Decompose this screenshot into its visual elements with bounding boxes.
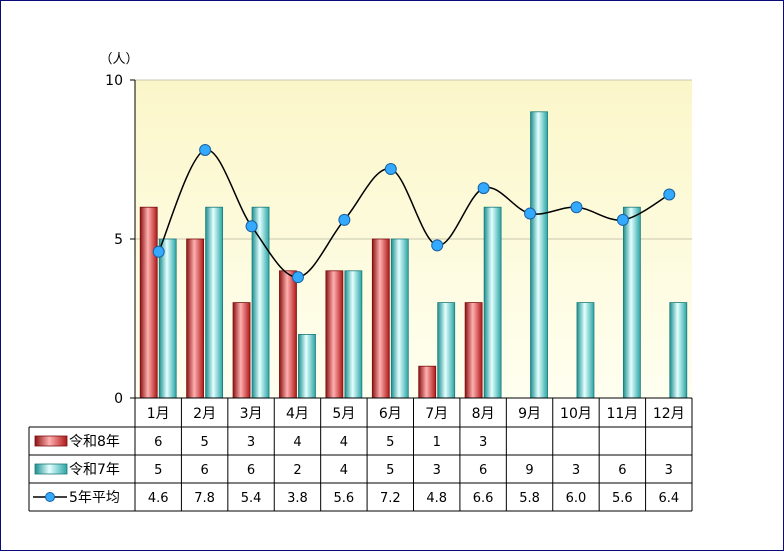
bar-令和8年-1月 <box>139 206 158 399</box>
table-value-5年平均-1月: 4.6 <box>148 491 169 506</box>
table-value-5年平均-4月: 3.8 <box>287 491 308 506</box>
legend-key-marker-5年平均 <box>45 492 55 502</box>
table-value-令和7年-1月: 5 <box>154 463 162 478</box>
table-value-5年平均-3月: 5.4 <box>241 491 262 506</box>
table-value-5年平均-7月: 4.8 <box>426 491 447 506</box>
point-5年平均-1月 <box>152 245 165 258</box>
table-value-令和7年-2月: 6 <box>200 463 208 478</box>
table-value-5年平均-10月: 6.0 <box>566 491 587 506</box>
bar-令和7年-2月 <box>205 206 224 399</box>
table-value-令和7年-10月: 3 <box>572 463 580 478</box>
table-value-令和8年-5月: 4 <box>340 435 348 450</box>
bar-令和7年-9月 <box>530 111 548 399</box>
table-value-5年平均-5月: 5.6 <box>334 491 355 506</box>
table-value-5年平均-6月: 7.2 <box>380 491 401 506</box>
bar-令和8年-3月 <box>232 302 251 399</box>
bar-令和8年-6月 <box>371 238 390 399</box>
table-value-5年平均-9月: 5.8 <box>519 491 540 506</box>
table-value-令和8年-6月: 5 <box>386 435 394 450</box>
point-5年平均-7月 <box>431 239 444 252</box>
bar-令和7年-8月 <box>483 206 502 399</box>
legend-label-令和8年: 令和8年 <box>69 434 120 450</box>
legend-label-5年平均: 5年平均 <box>69 490 120 506</box>
table-value-令和8年-3月: 3 <box>247 435 255 450</box>
category-label-4月: 4月 <box>286 406 309 422</box>
bar-令和7年-6月 <box>390 238 409 399</box>
category-label-9月: 9月 <box>518 406 541 422</box>
table-value-5年平均-11月: 5.6 <box>612 491 633 506</box>
category-label-10月: 10月 <box>560 406 592 422</box>
table-value-令和7年-5月: 4 <box>340 463 348 478</box>
bar-令和8年-8月 <box>464 302 483 399</box>
bar-令和8年-2月 <box>186 238 205 399</box>
category-label-2月: 2月 <box>193 406 216 422</box>
table-value-5年平均-12月: 6.4 <box>658 491 679 506</box>
table-value-令和7年-11月: 6 <box>618 463 626 478</box>
bar-令和7年-12月 <box>669 302 688 399</box>
point-5年平均-6月 <box>384 163 397 176</box>
point-5年平均-10月 <box>570 201 583 214</box>
table-value-令和8年-8月: 3 <box>479 435 487 450</box>
point-5年平均-2月 <box>199 143 212 156</box>
category-label-3月: 3月 <box>240 406 263 422</box>
bar-令和7年-5月 <box>344 270 363 399</box>
bar-令和7年-10月 <box>576 302 595 399</box>
bar-令和8年-7月 <box>418 365 437 399</box>
table-value-令和8年-7月: 1 <box>433 435 441 450</box>
point-5年平均-9月 <box>524 207 537 220</box>
table-value-令和7年-4月: 2 <box>293 463 301 478</box>
point-5年平均-4月 <box>291 271 304 284</box>
y-tick-label: 5 <box>114 232 123 248</box>
category-label-11月: 11月 <box>606 406 638 422</box>
grid-layer <box>135 79 692 240</box>
table-value-令和7年-9月: 9 <box>525 463 533 478</box>
table-value-令和8年-1月: 6 <box>154 435 162 450</box>
y-unit-label: （人） <box>99 52 138 67</box>
point-5年平均-5月 <box>338 213 351 226</box>
table-value-5年平均-2月: 7.8 <box>194 491 215 506</box>
point-5年平均-11月 <box>616 213 629 226</box>
table-value-令和7年-8月: 6 <box>479 463 487 478</box>
point-5年平均-12月 <box>663 188 676 201</box>
legend-key-令和7年 <box>34 463 68 475</box>
category-label-8月: 8月 <box>472 406 495 422</box>
y-tick-label: 0 <box>114 391 123 407</box>
point-5年平均-8月 <box>477 182 490 195</box>
category-label-7月: 7月 <box>425 406 448 422</box>
category-label-5月: 5月 <box>332 406 355 422</box>
bar-令和7年-11月 <box>622 206 641 399</box>
bar-令和7年-1月 <box>158 238 177 399</box>
table-value-令和7年-12月: 3 <box>665 463 673 478</box>
table-value-令和7年-6月: 5 <box>386 463 394 478</box>
table-value-令和7年-3月: 6 <box>247 463 255 478</box>
point-5年平均-3月 <box>245 220 258 233</box>
bar-令和8年-5月 <box>325 270 344 399</box>
table-value-令和8年-4月: 4 <box>293 435 301 450</box>
line-layer <box>152 143 676 284</box>
table-value-5年平均-8月: 6.6 <box>473 491 494 506</box>
category-label-1月: 1月 <box>147 406 170 422</box>
bar-令和7年-7月 <box>437 302 456 399</box>
bar-令和8年-4月 <box>279 270 297 399</box>
legend-label-令和7年: 令和7年 <box>69 462 120 478</box>
y-tick-label: 10 <box>105 73 123 89</box>
table-value-令和8年-2月: 5 <box>200 435 208 450</box>
category-label-12月: 12月 <box>653 406 685 422</box>
bar-令和7年-4月 <box>298 333 316 399</box>
table-value-令和7年-7月: 3 <box>433 463 441 478</box>
legend-key-令和8年 <box>34 435 68 447</box>
category-label-6月: 6月 <box>379 406 402 422</box>
bar-令和7年-3月 <box>251 206 270 399</box>
